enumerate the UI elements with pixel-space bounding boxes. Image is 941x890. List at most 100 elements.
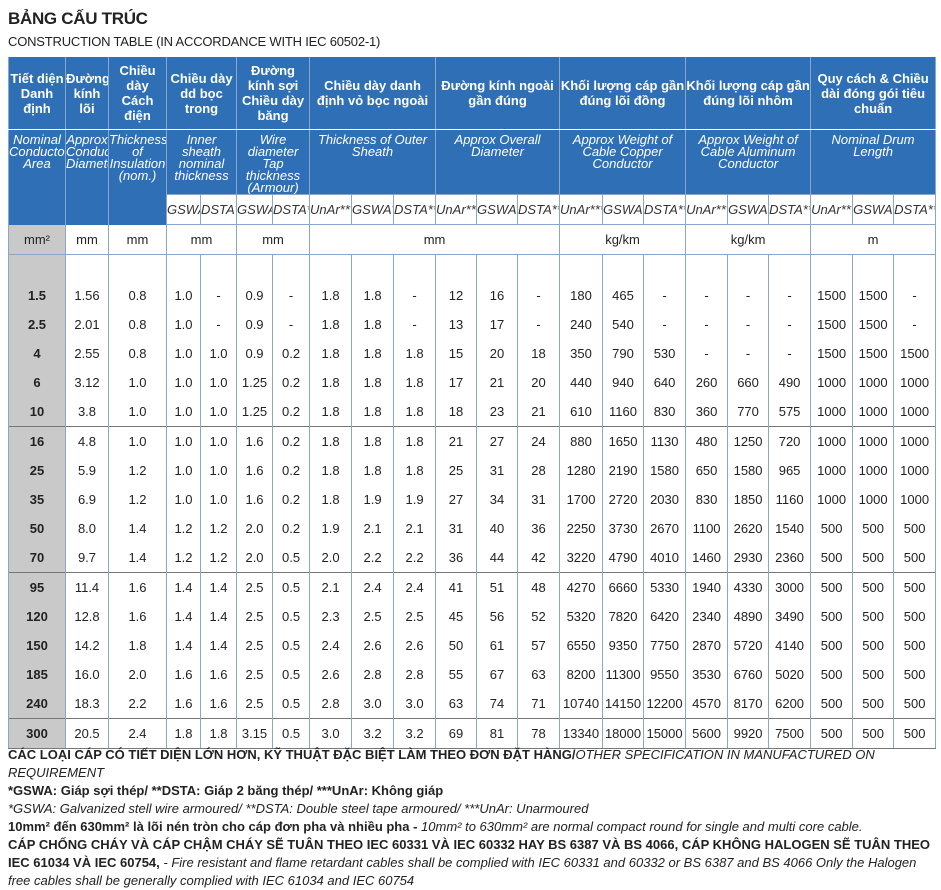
data-cell: 1.8 — [351, 456, 395, 485]
data-cell: 1.0 — [108, 368, 167, 397]
header-en: Approx Conductor Diameter — [65, 129, 109, 225]
data-cell: 74 — [476, 689, 519, 719]
data-cell: 6.9 — [65, 485, 109, 514]
data-cell: 0.8 — [108, 339, 167, 368]
data-cell: 1.8 — [393, 397, 437, 427]
data-cell: 940 — [602, 368, 645, 397]
data-cell: 1.9 — [393, 485, 437, 514]
data-cell: 4790 — [602, 543, 645, 573]
data-cell: 6200 — [768, 689, 812, 719]
data-cell: 2340 — [685, 602, 729, 631]
blank-cell — [685, 254, 729, 281]
data-cell: 500 — [893, 572, 937, 602]
data-cell: 61 — [476, 631, 519, 660]
data-row: 35 6.9 1.2 1.0 1.0 1.6 0.2 1.8 1.9 1.9 27 34 31 1700 2… — [8, 485, 937, 514]
data-cell: - — [517, 281, 561, 310]
note-italic: *GSWA: Galvanized stell wire armoured/ *… — [8, 801, 589, 816]
data-cell: 8200 — [559, 660, 604, 689]
data-cell: 36 — [435, 543, 478, 573]
data-cell: 1940 — [685, 572, 729, 602]
data-cell: 12 — [435, 281, 478, 310]
data-cell: 1.6 — [108, 602, 167, 631]
data-cell: 500 — [852, 572, 895, 602]
data-cell: - — [643, 310, 687, 339]
data-cell: 2.6 — [351, 631, 395, 660]
data-cell: 3.15 — [236, 718, 274, 749]
note-italic: OTHER SPECIFICATION IN MANUFACTURED ON R… — [8, 747, 875, 780]
data-cell: 1.4 — [166, 602, 201, 631]
data-cell: 1000 — [852, 397, 895, 427]
data-cell: 25 — [435, 456, 478, 485]
data-cell: 2.8 — [393, 660, 437, 689]
data-cell: 2360 — [768, 543, 812, 573]
header-sub: GSWA* — [166, 194, 201, 225]
blank-cell — [768, 254, 812, 281]
data-cell: 180 — [559, 281, 604, 310]
data-cell: 69 — [435, 718, 478, 749]
data-cell: 500 — [810, 514, 854, 543]
data-cell: 1.6 — [236, 456, 274, 485]
data-cell: 240 — [559, 310, 604, 339]
data-cell: 55 — [435, 660, 478, 689]
data-cell: 2.1 — [351, 514, 395, 543]
data-cell: 0.2 — [272, 485, 311, 514]
data-cell: 2.4 — [108, 718, 167, 749]
data-cell: 610 — [559, 397, 604, 427]
data-cell: 440 — [559, 368, 604, 397]
data-cell: 1.4 — [166, 572, 201, 602]
data-cell: 24 — [517, 426, 561, 456]
data-cell: - — [199, 281, 238, 310]
data-cell: 500 — [810, 718, 854, 749]
data-cell: 20 — [517, 368, 561, 397]
data-cell: 63 — [517, 660, 561, 689]
data-cell: - — [199, 310, 238, 339]
data-cell: 1.0 — [199, 426, 238, 456]
data-cell: 1000 — [893, 368, 937, 397]
data-cell: 1500 — [852, 339, 895, 368]
data-cell: 1.8 — [309, 368, 353, 397]
blank-cell — [272, 254, 311, 281]
data-cell: 500 — [810, 689, 854, 719]
blank-cell — [893, 254, 937, 281]
data-cell: 9920 — [727, 718, 770, 749]
notes: CÁC LOẠI CÁP CÓ TIẾT DIỆN LỚN HƠN, KỸ TH… — [8, 746, 933, 890]
data-cell: 1650 — [602, 426, 645, 456]
header-sub: DSTA** — [272, 194, 311, 225]
data-cell: 1130 — [643, 426, 687, 456]
data-cell: 17 — [476, 310, 519, 339]
data-cell: 23 — [476, 397, 519, 427]
data-cell: 18 — [517, 339, 561, 368]
data-cell: 0.2 — [272, 456, 311, 485]
unit: m — [810, 224, 937, 255]
data-cell: 0.2 — [272, 514, 311, 543]
data-cell: 0.5 — [272, 602, 311, 631]
header-sub: GSWA* — [727, 194, 770, 225]
data-cell: 500 — [852, 718, 895, 749]
data-cell: 3.8 — [65, 397, 109, 427]
note-bold: CÁP CHỐNG CHÁY VÀ CÁP CHẬM CHÁY SẼ TUÂN … — [8, 837, 931, 870]
header-vi: Quy cách & Chiều dài đóng gói tiêu chuẩn — [810, 57, 937, 130]
data-cell: 5600 — [685, 718, 729, 749]
data-cell: 41 — [435, 572, 478, 602]
data-cell: 6660 — [602, 572, 645, 602]
unit: kg/km — [685, 224, 812, 255]
data-cell: 17 — [435, 368, 478, 397]
data-cell: 3.0 — [351, 689, 395, 719]
unit: mm — [165, 224, 238, 255]
data-cell: 1.25 — [236, 368, 274, 397]
header-sub: UnAr*** — [559, 194, 604, 225]
area-cell: 10 — [8, 397, 66, 427]
data-cell: 2250 — [559, 514, 604, 543]
data-cell: 1500 — [852, 281, 895, 310]
data-cell: 1.0 — [166, 339, 201, 368]
data-cell: 3490 — [768, 602, 812, 631]
data-cell: 1.4 — [199, 631, 238, 660]
blank-cell — [8, 254, 66, 281]
data-cell: 2.2 — [351, 543, 395, 573]
data-cell: 540 — [602, 310, 645, 339]
data-cell: 1.4 — [199, 572, 238, 602]
data-row: 6 3.12 1.0 1.0 1.0 1.25 0.2 1.8 1.8 1.8 17 21 20 440 9… — [8, 368, 937, 397]
data-cell: 1.0 — [199, 397, 238, 427]
data-cell: 71 — [517, 689, 561, 719]
data-cell: 790 — [602, 339, 645, 368]
